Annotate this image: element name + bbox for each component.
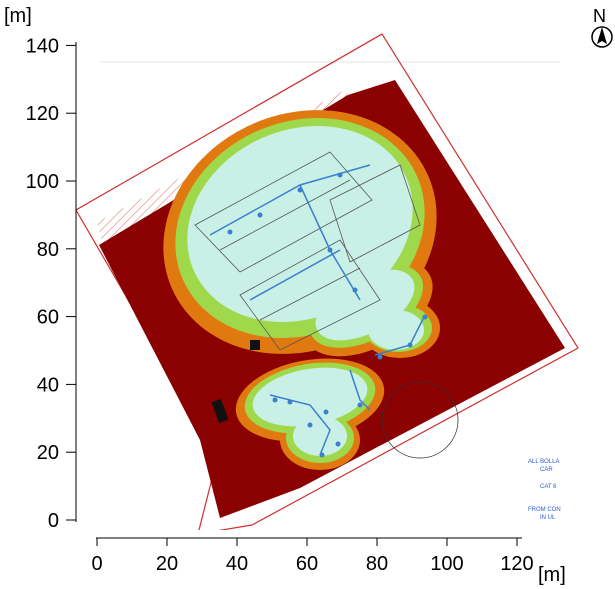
y-tick-label: 80 bbox=[37, 239, 59, 261]
building-outline bbox=[194, 151, 421, 351]
plan-note: IN UL bbox=[540, 515, 556, 521]
x-tick-label: 100 bbox=[430, 553, 463, 575]
north-label: N bbox=[593, 6, 606, 26]
x-tick-label: 60 bbox=[296, 553, 318, 575]
x-tick-label: 20 bbox=[156, 553, 178, 575]
y-tick-label: 40 bbox=[37, 374, 59, 396]
site-object bbox=[211, 398, 229, 424]
plot-area: ALL BOLLA CAR CAT 6 FROM CON IN UL bbox=[76, 33, 579, 530]
access-points bbox=[227, 172, 428, 458]
x-axis: 0 20 40 60 80 100 120 bbox=[91, 537, 534, 575]
y-axis: 0 20 40 60 80 100 120 140 bbox=[26, 35, 77, 532]
x-tick-label: 0 bbox=[91, 553, 102, 575]
x-tick-label: 80 bbox=[366, 553, 388, 575]
x-tick-label: 40 bbox=[226, 553, 248, 575]
y-tick-label: 60 bbox=[37, 307, 59, 329]
site-object bbox=[250, 340, 260, 350]
roundabout-outline bbox=[381, 381, 459, 459]
compass-icon bbox=[591, 26, 613, 48]
high-coverage-zone bbox=[187, 126, 424, 456]
plan-note: ALL BOLLA bbox=[528, 459, 559, 465]
y-tick-label: 0 bbox=[48, 510, 59, 532]
north-arrow: N bbox=[591, 6, 613, 48]
plan-note: CAT 6 bbox=[540, 484, 557, 490]
x-axis-unit-label: [m] bbox=[538, 564, 566, 586]
y-tick-label: 140 bbox=[26, 35, 59, 57]
y-tick-label: 20 bbox=[37, 442, 59, 464]
y-tick-label: 100 bbox=[26, 171, 59, 193]
plan-note: CAR bbox=[540, 467, 553, 473]
y-axis-unit-label: [m] bbox=[4, 5, 32, 27]
plan-note: FROM CON bbox=[528, 507, 561, 513]
x-tick-label: 120 bbox=[500, 553, 533, 575]
y-tick-label: 120 bbox=[26, 103, 59, 125]
